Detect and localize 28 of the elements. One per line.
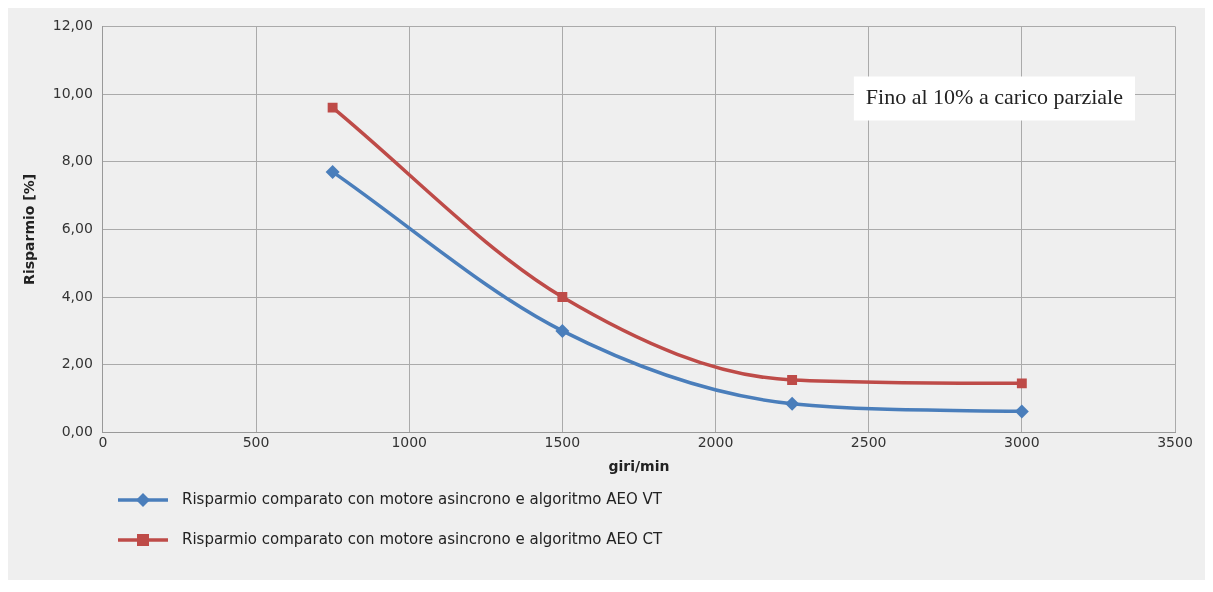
x-tick-label: 2000 — [697, 434, 734, 451]
point — [787, 375, 798, 385]
point — [785, 396, 800, 411]
y-tick-label: 10,00 — [52, 84, 93, 101]
y-axis-title: Risparmio [%] — [21, 173, 38, 285]
y-tick-label: 8,00 — [61, 152, 93, 169]
x-tick-label: 500 — [242, 434, 270, 451]
x-tick-label: 3000 — [1004, 434, 1040, 451]
point — [1016, 378, 1027, 389]
x-tick-label: 0 — [98, 434, 108, 451]
legend-label: Risparmio comparato con motore asincrono e algoritmo AEO CT — [182, 529, 664, 548]
point — [557, 292, 568, 303]
y-tick-label: 6,00 — [61, 220, 93, 237]
point — [1014, 404, 1029, 419]
x-axis-title: giri/min — [608, 458, 670, 475]
x-tick-label: 1000 — [391, 434, 428, 451]
point — [325, 164, 340, 179]
point — [327, 102, 338, 113]
legend-label: Risparmio comparato con motore asincrono e algoritmo AEO VT — [182, 489, 663, 508]
annotation: Fino al 10% a carico parziale — [865, 84, 1124, 110]
y-tick-label: 4,00 — [61, 287, 93, 304]
y-tick-label: 0,00 — [61, 423, 93, 440]
y-tick-label: 2,00 — [61, 355, 93, 372]
x-tick-label: 1500 — [544, 434, 581, 451]
x-tick-label: 3500 — [1157, 434, 1193, 451]
y-tick-label: 12,00 — [52, 17, 93, 34]
x-tick-label: 2500 — [850, 434, 887, 451]
point — [555, 323, 570, 338]
